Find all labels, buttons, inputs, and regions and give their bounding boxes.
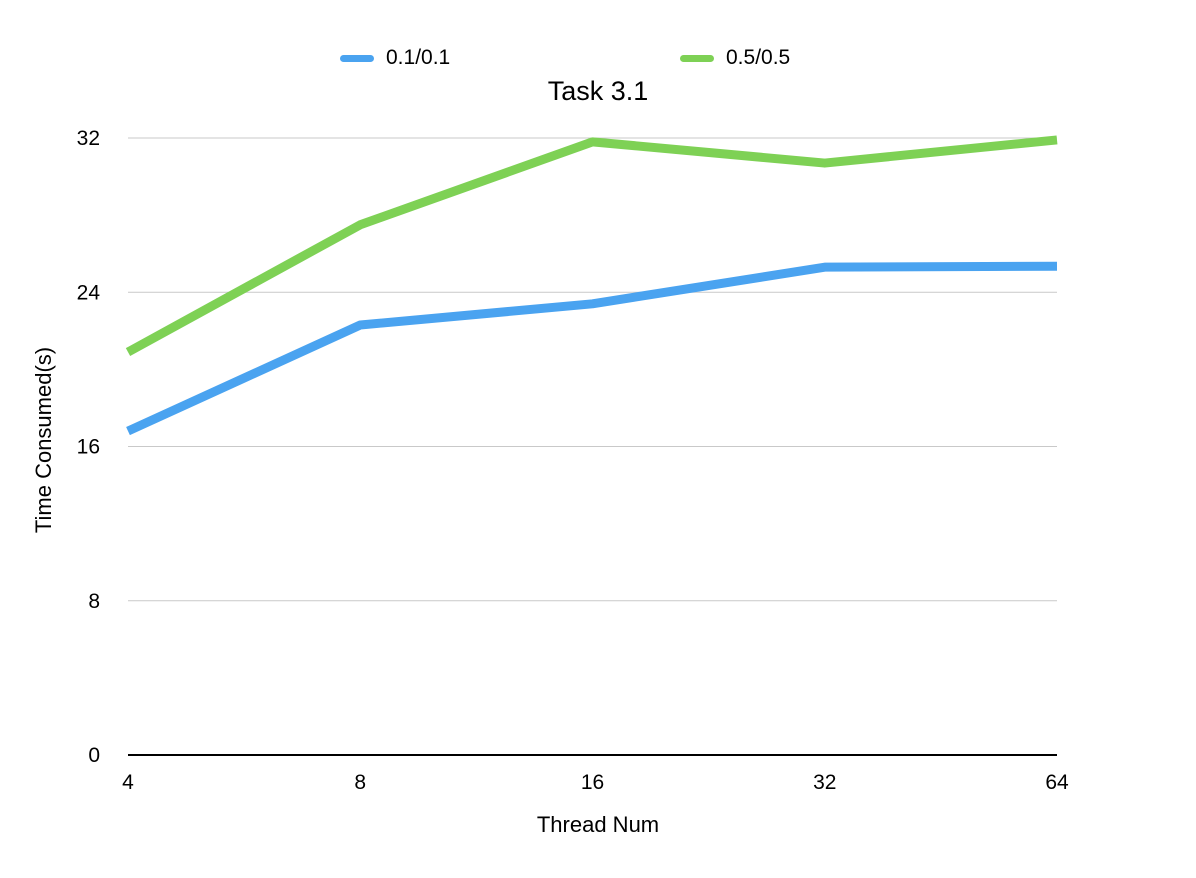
legend-label-series-1: 0.1/0.1 — [386, 46, 451, 69]
chart-title: Task 3.1 — [547, 76, 649, 106]
legend-item-series-2: 0.5/0.5 — [680, 46, 790, 70]
series-line-1 — [126, 261, 1058, 436]
legend: 0.1/0.1 0.5/0.5 — [0, 46, 1196, 76]
x-tick-label-64: 64 — [1045, 771, 1069, 794]
x-tick-label-16: 16 — [581, 771, 604, 794]
x-tick-label-4: 4 — [122, 771, 134, 794]
x-tick-label-32: 32 — [813, 771, 836, 794]
legend-swatch-series-2 — [680, 54, 714, 62]
series-line-2 — [125, 135, 1058, 356]
x-axis-label: Thread Num — [536, 812, 660, 837]
y-tick-label-8: 8 — [88, 590, 100, 613]
y-tick-label-24: 24 — [77, 281, 101, 304]
y-tick-label-16: 16 — [77, 436, 100, 459]
x-tick-label-8: 8 — [354, 771, 366, 794]
y-tick-label-0: 0 — [88, 744, 100, 767]
legend-item-series-1: 0.1/0.1 — [340, 46, 450, 70]
legend-swatch-series-1 — [340, 54, 374, 62]
legend-label-series-2: 0.5/0.5 — [726, 46, 791, 69]
y-tick-label-32: 32 — [77, 127, 100, 150]
